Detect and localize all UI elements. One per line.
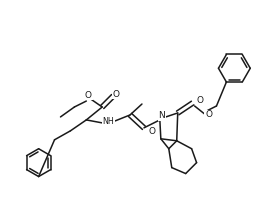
Text: NH: NH xyxy=(102,117,114,126)
Text: N: N xyxy=(158,111,165,120)
Text: O: O xyxy=(148,127,156,136)
Text: O: O xyxy=(196,95,203,105)
Text: O: O xyxy=(113,90,120,99)
Text: O: O xyxy=(85,91,92,100)
Text: O: O xyxy=(205,110,212,119)
